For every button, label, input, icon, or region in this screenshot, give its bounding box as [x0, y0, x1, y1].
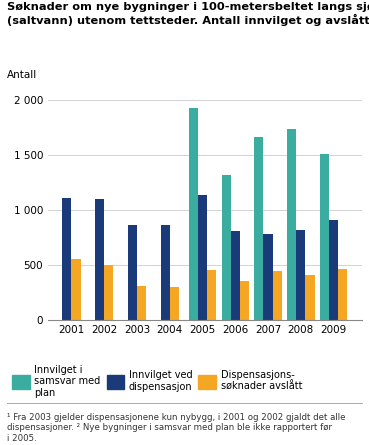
Bar — [254, 138, 263, 320]
Legend: Innvilget i
samsvar med
plan, Innvilget ved
dispensasjon, Dispensasjons-
søknade: Innvilget i samsvar med plan, Innvilget … — [12, 364, 302, 398]
Bar — [296, 230, 306, 320]
Bar — [62, 198, 72, 320]
Bar — [221, 175, 231, 320]
Bar — [72, 259, 80, 320]
Bar — [329, 220, 338, 320]
Bar — [338, 269, 347, 320]
Text: Antall: Antall — [7, 70, 37, 80]
Text: (saltvann) utenom tettsteder. Antall innvilget og avslått¹² ²: (saltvann) utenom tettsteder. Antall inn… — [7, 14, 369, 26]
Bar — [137, 286, 146, 320]
Text: ¹ Fra 2003 gjelder dispensasjonene kun nybygg, i 2001 og 2002 gjaldt det alle
di: ¹ Fra 2003 gjelder dispensasjonene kun n… — [7, 413, 346, 443]
Bar — [287, 129, 296, 320]
Bar — [207, 270, 216, 320]
Bar — [263, 235, 273, 320]
Bar — [161, 225, 170, 320]
Bar — [104, 265, 113, 320]
Bar — [95, 199, 104, 320]
Bar — [231, 231, 240, 320]
Bar — [198, 195, 207, 320]
Bar — [240, 281, 249, 320]
Text: Søknader om nye bygninger i 100-metersbeltet langs sjø: Søknader om nye bygninger i 100-metersbe… — [7, 2, 369, 12]
Bar — [306, 275, 315, 320]
Bar — [170, 287, 179, 320]
Bar — [189, 108, 198, 320]
Bar — [128, 225, 137, 320]
Bar — [320, 154, 329, 320]
Bar — [273, 271, 282, 320]
